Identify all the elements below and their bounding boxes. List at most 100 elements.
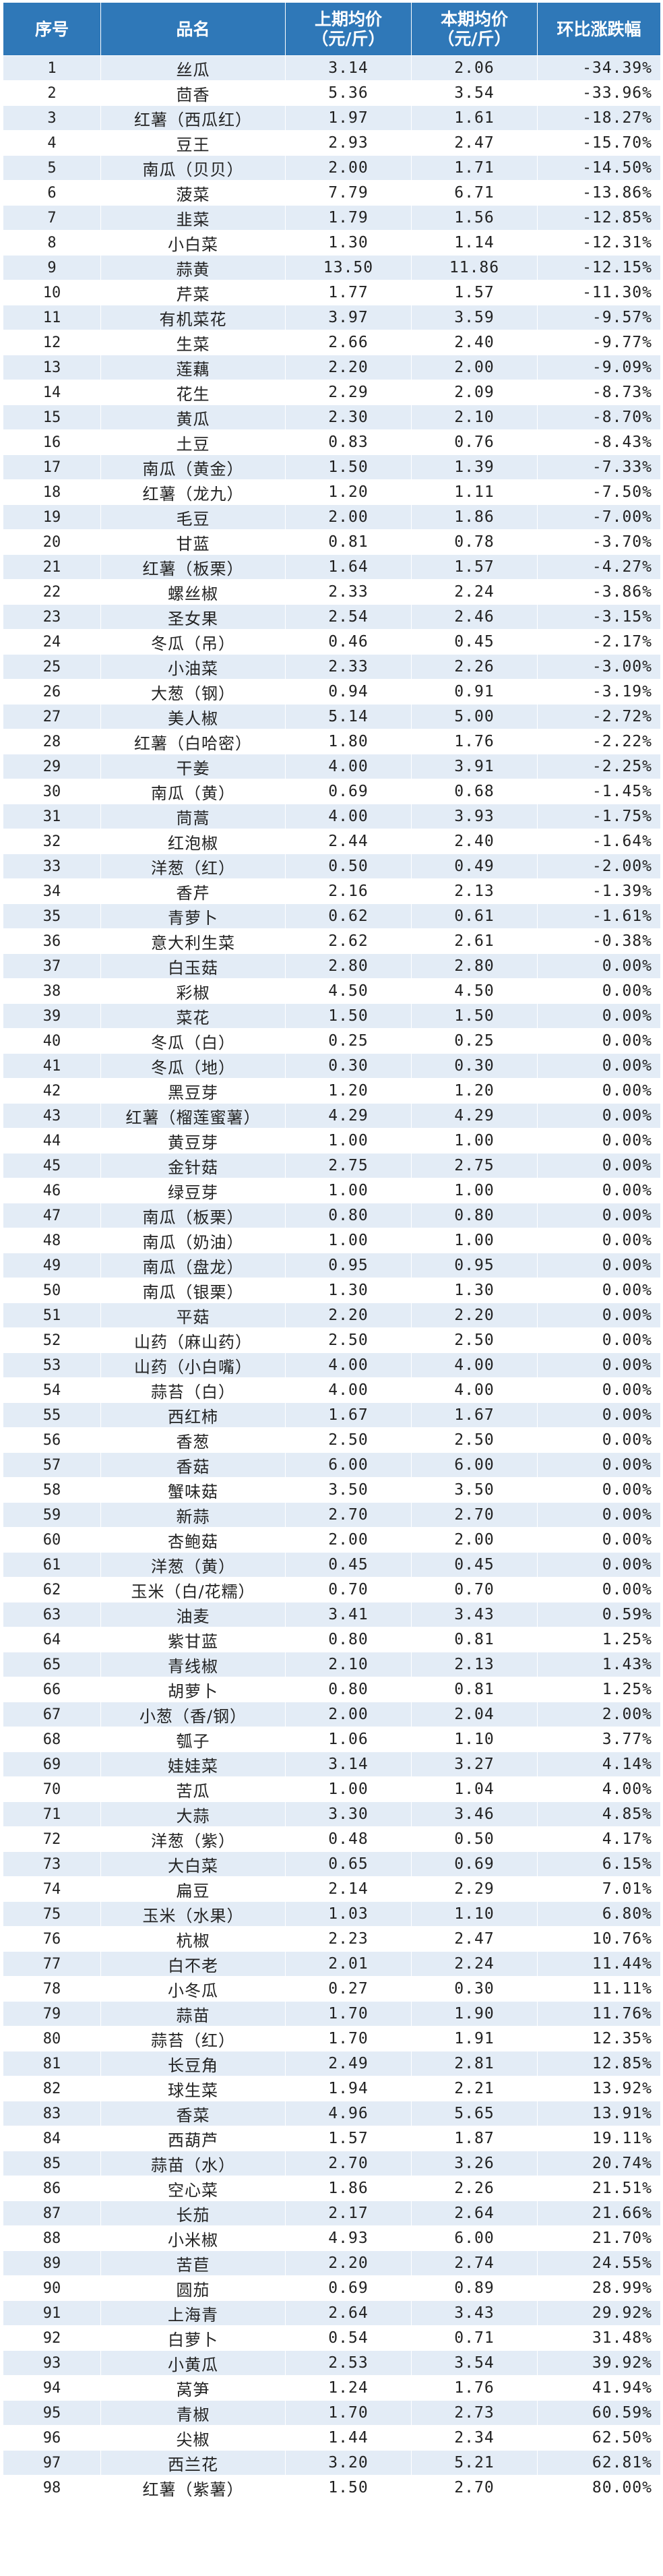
table-row: 27 美人椒 5.14 5.00 -2.72% xyxy=(3,704,661,729)
table-row: 69 娃娃菜 3.14 3.27 4.14% xyxy=(3,1751,661,1777)
current-avg-price: 2.70 xyxy=(411,2475,538,2500)
previous-avg-price: 2.20 xyxy=(285,355,412,380)
table-row: 30 南瓜（黄） 0.69 0.68 -1.45% xyxy=(3,779,661,804)
table-row: 75 玉米（水果） 1.03 1.10 6.80% xyxy=(3,1901,661,1927)
vegetable-name: 洋葱（黄） xyxy=(100,1552,286,1578)
change-rate: 0.00% xyxy=(537,953,661,979)
table-row: 51 平菇 2.20 2.20 0.00% xyxy=(3,1302,661,1328)
current-avg-price: 2.61 xyxy=(411,928,538,954)
previous-avg-price: 2.44 xyxy=(285,829,412,854)
vegetable-name: 圣女果 xyxy=(100,604,286,630)
current-avg-price: 0.68 xyxy=(411,779,538,804)
previous-avg-price: 3.14 xyxy=(285,55,412,81)
previous-avg-price: 1.50 xyxy=(285,454,412,480)
previous-avg-price: 6.00 xyxy=(285,1452,412,1478)
row-index: 10 xyxy=(3,280,101,305)
previous-avg-price: 0.94 xyxy=(285,679,412,705)
header-prev-price: 上期均价 （元/斤） xyxy=(285,2,412,56)
previous-avg-price: 1.64 xyxy=(285,554,412,580)
row-index: 21 xyxy=(3,554,101,580)
table-row: 89 苦苣 2.20 2.74 24.55% xyxy=(3,2250,661,2276)
vegetable-name: 有机菜花 xyxy=(100,305,286,330)
vegetable-name: 芹菜 xyxy=(100,280,286,305)
change-rate: -18.27% xyxy=(537,105,661,131)
current-avg-price: 2.00 xyxy=(411,1527,538,1553)
current-avg-price: 2.50 xyxy=(411,1427,538,1453)
change-rate: 6.15% xyxy=(537,1851,661,1877)
previous-avg-price: 1.20 xyxy=(285,479,412,505)
current-avg-price: 5.65 xyxy=(411,2101,538,2126)
vegetable-name: 香芹 xyxy=(100,878,286,904)
previous-avg-price: 0.25 xyxy=(285,1028,412,1054)
vegetable-name: 茼蒿 xyxy=(100,804,286,829)
table-row: 85 蒜苗（水） 2.70 3.26 20.74% xyxy=(3,2151,661,2176)
previous-avg-price: 2.00 xyxy=(285,504,412,530)
current-avg-price: 2.75 xyxy=(411,1153,538,1178)
row-index: 91 xyxy=(3,2300,101,2326)
vegetable-name: 大白菜 xyxy=(100,1851,286,1877)
current-avg-price: 11.86 xyxy=(411,255,538,280)
current-avg-price: 4.00 xyxy=(411,1352,538,1378)
change-rate: 4.85% xyxy=(537,1801,661,1827)
previous-avg-price: 1.20 xyxy=(285,1078,412,1104)
previous-avg-price: 0.45 xyxy=(285,1552,412,1578)
change-rate: -8.43% xyxy=(537,429,661,455)
row-index: 89 xyxy=(3,2250,101,2276)
current-avg-price: 1.04 xyxy=(411,1776,538,1802)
row-index: 50 xyxy=(3,1278,101,1303)
current-avg-price: 1.00 xyxy=(411,1128,538,1154)
current-avg-price: 0.61 xyxy=(411,903,538,929)
row-index: 67 xyxy=(3,1702,101,1727)
row-index: 59 xyxy=(3,1502,101,1528)
row-index: 73 xyxy=(3,1851,101,1877)
change-rate: 1.43% xyxy=(537,1652,661,1677)
table-row: 54 蒜苔（白） 4.00 4.00 0.00% xyxy=(3,1377,661,1403)
previous-avg-price: 2.33 xyxy=(285,579,412,605)
change-rate: 0.00% xyxy=(537,1352,661,1378)
change-rate: -12.15% xyxy=(537,255,661,280)
table-row: 86 空心菜 1.86 2.26 21.51% xyxy=(3,2176,661,2201)
vegetable-name: 小米椒 xyxy=(100,2225,286,2251)
current-avg-price: 0.70 xyxy=(411,1577,538,1602)
row-index: 95 xyxy=(3,2400,101,2426)
row-index: 79 xyxy=(3,2001,101,2027)
vegetable-name: 甘蓝 xyxy=(100,529,286,555)
table-row: 28 红薯（白哈密） 1.80 1.76 -2.22% xyxy=(3,729,661,754)
vegetable-name: 香葱 xyxy=(100,1427,286,1453)
change-rate: 0.00% xyxy=(537,978,661,1004)
row-index: 61 xyxy=(3,1552,101,1578)
current-avg-price: 4.00 xyxy=(411,1377,538,1403)
current-avg-price: 0.30 xyxy=(411,1976,538,2002)
table-row: 57 香菇 6.00 6.00 0.00% xyxy=(3,1452,661,1478)
vegetable-name: 香菜 xyxy=(100,2101,286,2126)
previous-avg-price: 1.50 xyxy=(285,1003,412,1029)
change-rate: 12.35% xyxy=(537,2026,661,2051)
vegetable-name: 蒜黄 xyxy=(100,255,286,280)
change-rate: -9.57% xyxy=(537,305,661,330)
previous-avg-price: 2.53 xyxy=(285,2350,412,2376)
row-index: 83 xyxy=(3,2101,101,2126)
change-rate: -0.38% xyxy=(537,928,661,954)
change-rate: 0.00% xyxy=(537,1128,661,1154)
table-row: 73 大白菜 0.65 0.69 6.15% xyxy=(3,1851,661,1877)
change-rate: 0.00% xyxy=(537,1178,661,1203)
table-row: 61 洋葱（黄） 0.45 0.45 0.00% xyxy=(3,1552,661,1578)
vegetable-name: 花生 xyxy=(100,380,286,405)
current-avg-price: 2.10 xyxy=(411,405,538,430)
vegetable-name: 莴笋 xyxy=(100,2375,286,2401)
previous-avg-price: 1.44 xyxy=(285,2425,412,2451)
change-rate: 24.55% xyxy=(537,2250,661,2276)
table-row: 35 青萝卜 0.62 0.61 -1.61% xyxy=(3,903,661,929)
current-avg-price: 0.25 xyxy=(411,1028,538,1054)
table-row: 76 杭椒 2.23 2.47 10.76% xyxy=(3,1926,661,1952)
table-row: 96 尖椒 1.44 2.34 62.50% xyxy=(3,2425,661,2451)
current-avg-price: 0.78 xyxy=(411,529,538,555)
current-avg-price: 1.87 xyxy=(411,2126,538,2151)
row-index: 3 xyxy=(3,105,101,131)
previous-avg-price: 5.36 xyxy=(285,80,412,106)
row-index: 77 xyxy=(3,1951,101,1977)
table-row: 71 大蒜 3.30 3.46 4.85% xyxy=(3,1801,661,1827)
current-avg-price: 3.91 xyxy=(411,754,538,779)
previous-avg-price: 1.03 xyxy=(285,1901,412,1927)
table-row: 59 新蒜 2.70 2.70 0.00% xyxy=(3,1502,661,1528)
